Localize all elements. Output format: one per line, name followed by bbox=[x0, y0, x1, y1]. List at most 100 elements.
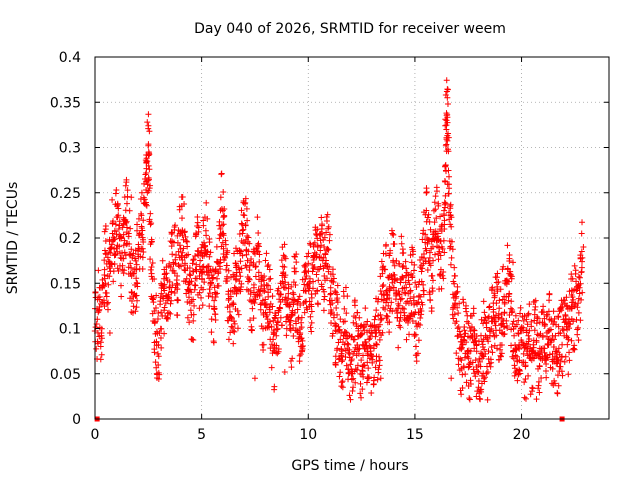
data-point bbox=[311, 239, 318, 246]
data-point bbox=[478, 316, 485, 323]
data-point bbox=[242, 195, 249, 202]
data-point bbox=[128, 273, 135, 280]
data-point bbox=[247, 291, 254, 298]
data-point bbox=[252, 263, 259, 270]
data-point bbox=[168, 297, 175, 304]
data-point bbox=[346, 354, 353, 361]
data-point bbox=[192, 233, 199, 240]
data-point bbox=[326, 237, 333, 244]
data-point bbox=[409, 273, 416, 280]
data-point bbox=[414, 350, 421, 357]
data-point bbox=[282, 272, 289, 279]
data-point bbox=[541, 345, 548, 352]
data-point bbox=[444, 94, 451, 101]
data-point bbox=[211, 297, 218, 304]
data-point bbox=[272, 310, 279, 317]
data-point bbox=[372, 313, 379, 320]
data-point bbox=[143, 178, 150, 185]
data-point bbox=[236, 231, 243, 238]
y-tick-label: 0.35 bbox=[50, 95, 81, 111]
data-point bbox=[542, 321, 549, 328]
data-point bbox=[147, 256, 154, 263]
data-point bbox=[242, 222, 249, 229]
data-point bbox=[140, 217, 147, 224]
data-point bbox=[308, 308, 315, 315]
data-point bbox=[246, 276, 253, 283]
data-point bbox=[225, 297, 232, 304]
data-point bbox=[104, 273, 111, 280]
data-point bbox=[181, 228, 188, 235]
data-point bbox=[251, 299, 258, 306]
data-point bbox=[167, 310, 174, 317]
data-point bbox=[190, 317, 197, 324]
data-point bbox=[212, 291, 219, 298]
data-point bbox=[213, 290, 220, 297]
data-point bbox=[200, 222, 207, 229]
data-point bbox=[101, 257, 108, 264]
data-point bbox=[283, 332, 290, 339]
data-point bbox=[410, 267, 417, 274]
data-point bbox=[296, 358, 303, 365]
data-point bbox=[257, 287, 264, 294]
data-point bbox=[533, 339, 540, 346]
data-point bbox=[445, 190, 452, 197]
data-point bbox=[427, 297, 434, 304]
data-point bbox=[458, 391, 465, 398]
outlier-point bbox=[217, 194, 224, 201]
data-point bbox=[535, 378, 542, 385]
data-point bbox=[230, 300, 237, 307]
data-point bbox=[470, 366, 477, 373]
data-point bbox=[232, 260, 239, 267]
data-point bbox=[303, 253, 310, 260]
data-point bbox=[201, 244, 208, 251]
data-point bbox=[184, 314, 191, 321]
y-tick-label: 0.15 bbox=[50, 276, 81, 292]
data-point bbox=[423, 247, 430, 254]
data-point bbox=[220, 214, 227, 221]
data-point bbox=[561, 297, 568, 304]
data-point bbox=[146, 166, 153, 173]
data-point bbox=[401, 284, 408, 291]
data-point bbox=[417, 322, 424, 329]
data-point bbox=[207, 249, 214, 256]
data-point bbox=[367, 323, 374, 330]
data-point bbox=[429, 287, 436, 294]
data-point bbox=[243, 251, 250, 258]
data-point bbox=[496, 305, 503, 312]
data-point bbox=[576, 290, 583, 297]
data-point bbox=[450, 315, 457, 322]
data-point bbox=[383, 312, 390, 319]
data-point bbox=[140, 194, 147, 201]
data-point bbox=[225, 317, 232, 324]
data-point bbox=[323, 217, 330, 224]
data-point bbox=[332, 327, 339, 334]
data-point bbox=[576, 274, 583, 281]
data-point bbox=[158, 344, 165, 351]
data-point bbox=[383, 299, 390, 306]
data-point bbox=[456, 300, 463, 307]
data-point bbox=[525, 332, 532, 339]
data-point bbox=[112, 252, 119, 259]
data-point bbox=[343, 362, 350, 369]
data-point bbox=[420, 281, 427, 288]
data-point bbox=[339, 356, 346, 363]
data-point bbox=[449, 306, 456, 313]
data-point bbox=[128, 246, 135, 253]
data-point bbox=[382, 306, 389, 313]
data-point bbox=[344, 293, 351, 300]
data-point bbox=[405, 271, 412, 278]
data-point bbox=[171, 290, 178, 297]
data-point bbox=[118, 293, 125, 300]
data-point bbox=[306, 275, 313, 282]
data-point bbox=[569, 293, 576, 300]
data-point bbox=[257, 306, 264, 313]
data-point bbox=[504, 278, 511, 285]
data-point bbox=[344, 340, 351, 347]
data-point bbox=[261, 285, 268, 292]
data-point bbox=[132, 282, 139, 289]
data-point bbox=[249, 305, 256, 312]
data-point bbox=[124, 193, 131, 200]
data-point bbox=[271, 348, 278, 355]
data-point bbox=[310, 256, 317, 263]
data-point bbox=[499, 296, 506, 303]
